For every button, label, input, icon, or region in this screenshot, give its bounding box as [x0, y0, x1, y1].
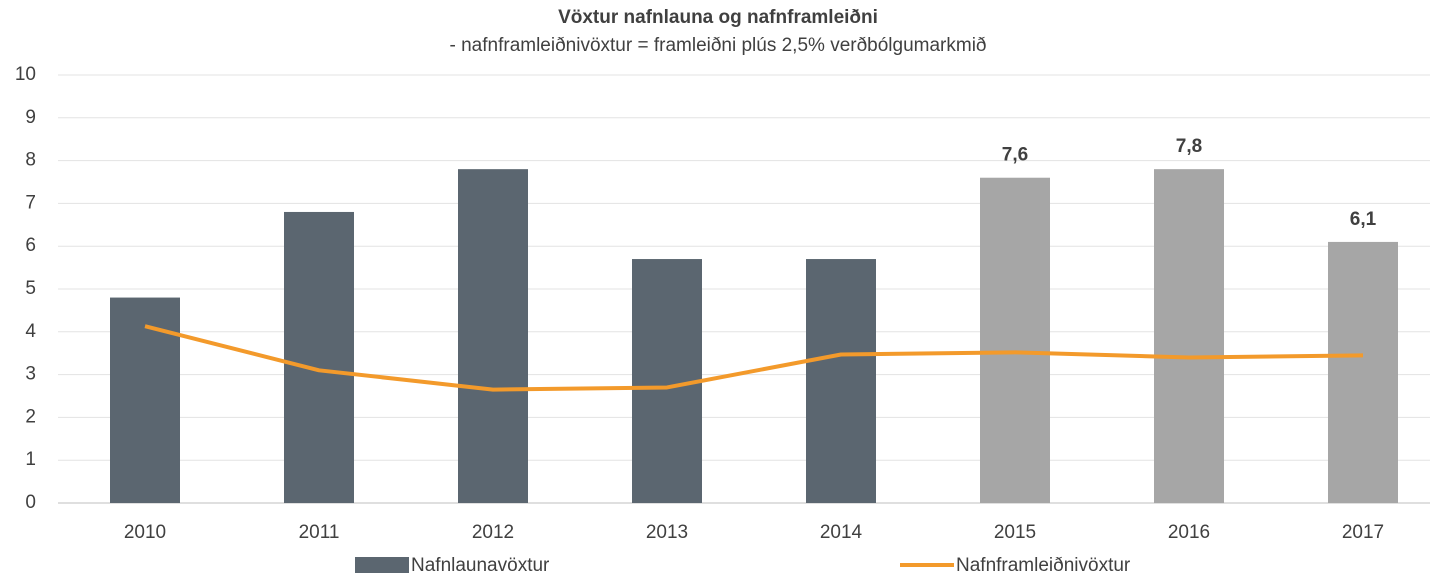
x-tick-label: 2017 — [1342, 522, 1384, 543]
y-tick-label: 2 — [25, 406, 36, 427]
x-tick-label: 2013 — [646, 522, 688, 543]
x-tick-label: 2011 — [299, 522, 340, 543]
y-tick-label: 9 — [25, 107, 36, 128]
y-tick-label: 5 — [25, 278, 36, 299]
bar — [1328, 241, 1398, 504]
legend-label: Nafnlaunavöxtur — [411, 555, 550, 576]
y-tick-label: 8 — [25, 150, 36, 171]
y-tick-label: 0 — [25, 492, 36, 513]
y-tick-label: 4 — [25, 321, 36, 342]
bar — [1154, 169, 1224, 503]
data-label: 7,6 — [1002, 145, 1028, 166]
bar — [806, 259, 876, 503]
x-tick-label: 2012 — [472, 522, 514, 543]
x-tick-label: 2016 — [1168, 522, 1210, 543]
bar — [284, 211, 354, 503]
y-tick-label: 6 — [25, 235, 36, 256]
bar — [980, 177, 1050, 503]
line — [144, 324, 1364, 392]
legend-label: Nafnframleiðnivöxtur — [956, 555, 1131, 576]
x-tick-label: 2014 — [820, 522, 863, 543]
y-tick-label: 1 — [25, 449, 36, 470]
y-tick-label: 10 — [15, 64, 36, 85]
data-label: 6,1 — [1350, 209, 1377, 230]
x-tick-label: 2015 — [994, 522, 1036, 543]
chart-title: Vöxtur nafnlauna og nafnframleiðni — [558, 7, 878, 28]
legend-swatch — [355, 557, 409, 573]
chart-subtitle: - nafnframleiðnivöxtur = framleiðni plús… — [450, 35, 987, 56]
y-tick-label: 3 — [25, 364, 36, 385]
bar — [110, 297, 180, 503]
bar — [458, 169, 528, 503]
x-tick-label: 2010 — [124, 522, 166, 543]
data-label: 7,8 — [1176, 136, 1202, 157]
y-tick-label: 7 — [25, 192, 36, 213]
